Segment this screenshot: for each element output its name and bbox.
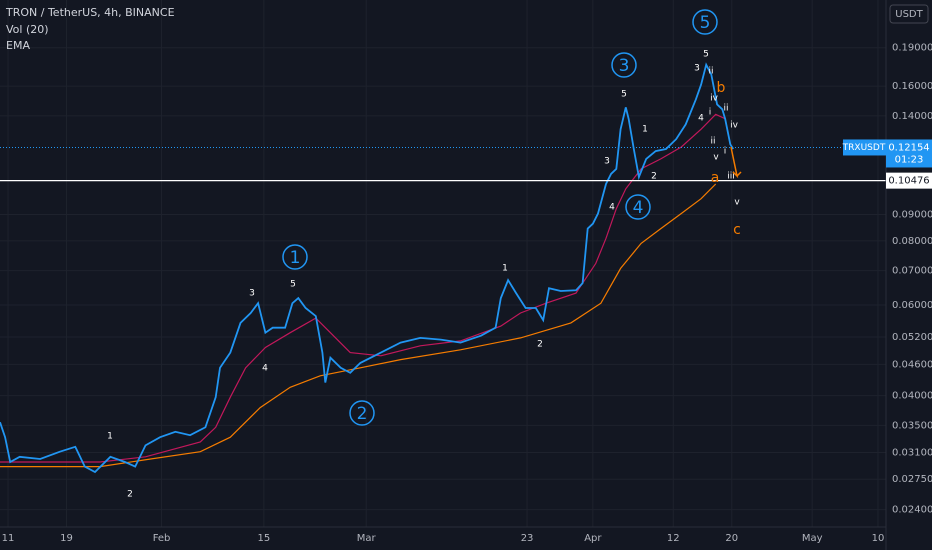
projection — [730, 146, 742, 179]
wave-label: 4 — [698, 114, 704, 124]
wave-label: 3 — [604, 157, 610, 167]
x-tick-label: 11 — [2, 533, 15, 544]
y-tick-label: 0.16000 — [892, 81, 932, 92]
y-tick-label: 0.07000 — [892, 266, 932, 277]
wave-label: 1 — [290, 248, 301, 268]
y-tick-label: 0.19000 — [892, 43, 932, 54]
wave-label: ii — [710, 137, 715, 147]
level-label: 0.10476 — [888, 176, 929, 187]
wave-label: c — [733, 222, 741, 238]
currency-box[interactable] — [889, 4, 929, 24]
grid — [0, 0, 886, 527]
wave-label: 5 — [700, 13, 711, 33]
wave-label: 4 — [633, 198, 644, 218]
wave-label: 2 — [537, 340, 543, 350]
wave-label: 5 — [621, 90, 627, 100]
wave-label: i — [709, 108, 712, 118]
y-tick-label: 0.03500 — [892, 420, 932, 431]
wave-label: 4 — [262, 364, 268, 374]
symbol: TRXUSDT — [842, 143, 886, 153]
wave-label: 5 — [290, 280, 296, 290]
x-tick-label: 19 — [60, 533, 73, 544]
wave-label: 2 — [357, 404, 368, 424]
y-tick-label: 0.04600 — [892, 359, 932, 370]
x-tick-label: Mar — [357, 533, 377, 544]
x-tick-label: 15 — [258, 533, 271, 544]
x-tick-label: Apr — [584, 533, 602, 544]
x-tick-label: May — [802, 533, 823, 544]
wave-label: 3 — [249, 289, 255, 299]
symbol-tag — [843, 139, 886, 156]
wave-circle — [692, 9, 718, 35]
wave-circle — [611, 52, 637, 78]
wave-label: 2 — [651, 172, 657, 182]
y-tick-label: 0.14000 — [892, 111, 932, 122]
wave-label: a — [711, 170, 720, 186]
y-tick-label: 0.09000 — [892, 210, 932, 221]
x-tick-label: 12 — [667, 533, 680, 544]
wave-label: iv — [730, 121, 739, 131]
price-line — [0, 113, 727, 463]
wave-label: b — [717, 80, 726, 96]
wave-label: 1 — [502, 264, 508, 274]
wave-label: v — [713, 153, 719, 163]
wave-label: v — [734, 198, 740, 208]
wave-label: 3 — [694, 64, 700, 74]
wave-circle — [349, 400, 375, 426]
wave-circle — [282, 244, 308, 270]
wave-label: ii — [708, 67, 713, 77]
price-line — [0, 183, 717, 468]
wave-label: ii — [723, 104, 728, 114]
x-tick-label: 20 — [725, 533, 738, 544]
currency[interactable]: USDT — [895, 9, 923, 20]
y-tick-label: 0.06000 — [892, 300, 932, 311]
indicator: EMA — [6, 39, 30, 52]
level-tag — [886, 172, 932, 189]
price-line — [0, 62, 734, 474]
wave-label: 1 — [642, 125, 648, 135]
x-tick-label: Feb — [153, 533, 171, 544]
wave-label: 4 — [609, 203, 615, 213]
wave-label: 5 — [703, 50, 709, 60]
wave-circle — [625, 194, 651, 220]
y-tick-label: 0.03100 — [892, 447, 932, 458]
indicator: Vol (20) — [6, 23, 49, 36]
y-tick-label: 0.08000 — [892, 236, 932, 247]
y-tick-label: 0.04000 — [892, 391, 932, 402]
y-tick-label: 0.02750 — [892, 474, 932, 485]
wave-label: iv — [710, 94, 719, 104]
wave-label: iii — [727, 172, 735, 182]
price-tag — [886, 139, 932, 168]
countdown: 01:23 — [895, 154, 924, 165]
wave-label: 3 — [619, 56, 630, 76]
plot — [0, 62, 886, 474]
wave-label: 1 — [107, 432, 113, 442]
last-price: 0.12154 — [888, 142, 929, 153]
x-tick-label: 10 — [872, 533, 885, 544]
chart-title: TRON / TetherUS, 4h, BINANCE — [5, 6, 175, 19]
y-tick-label: 0.05200 — [892, 332, 932, 343]
wave-label: 2 — [127, 490, 133, 500]
y-tick-label: 0.02400 — [892, 505, 932, 516]
x-tick-label: 23 — [521, 533, 534, 544]
wave-label: i — [724, 147, 727, 157]
